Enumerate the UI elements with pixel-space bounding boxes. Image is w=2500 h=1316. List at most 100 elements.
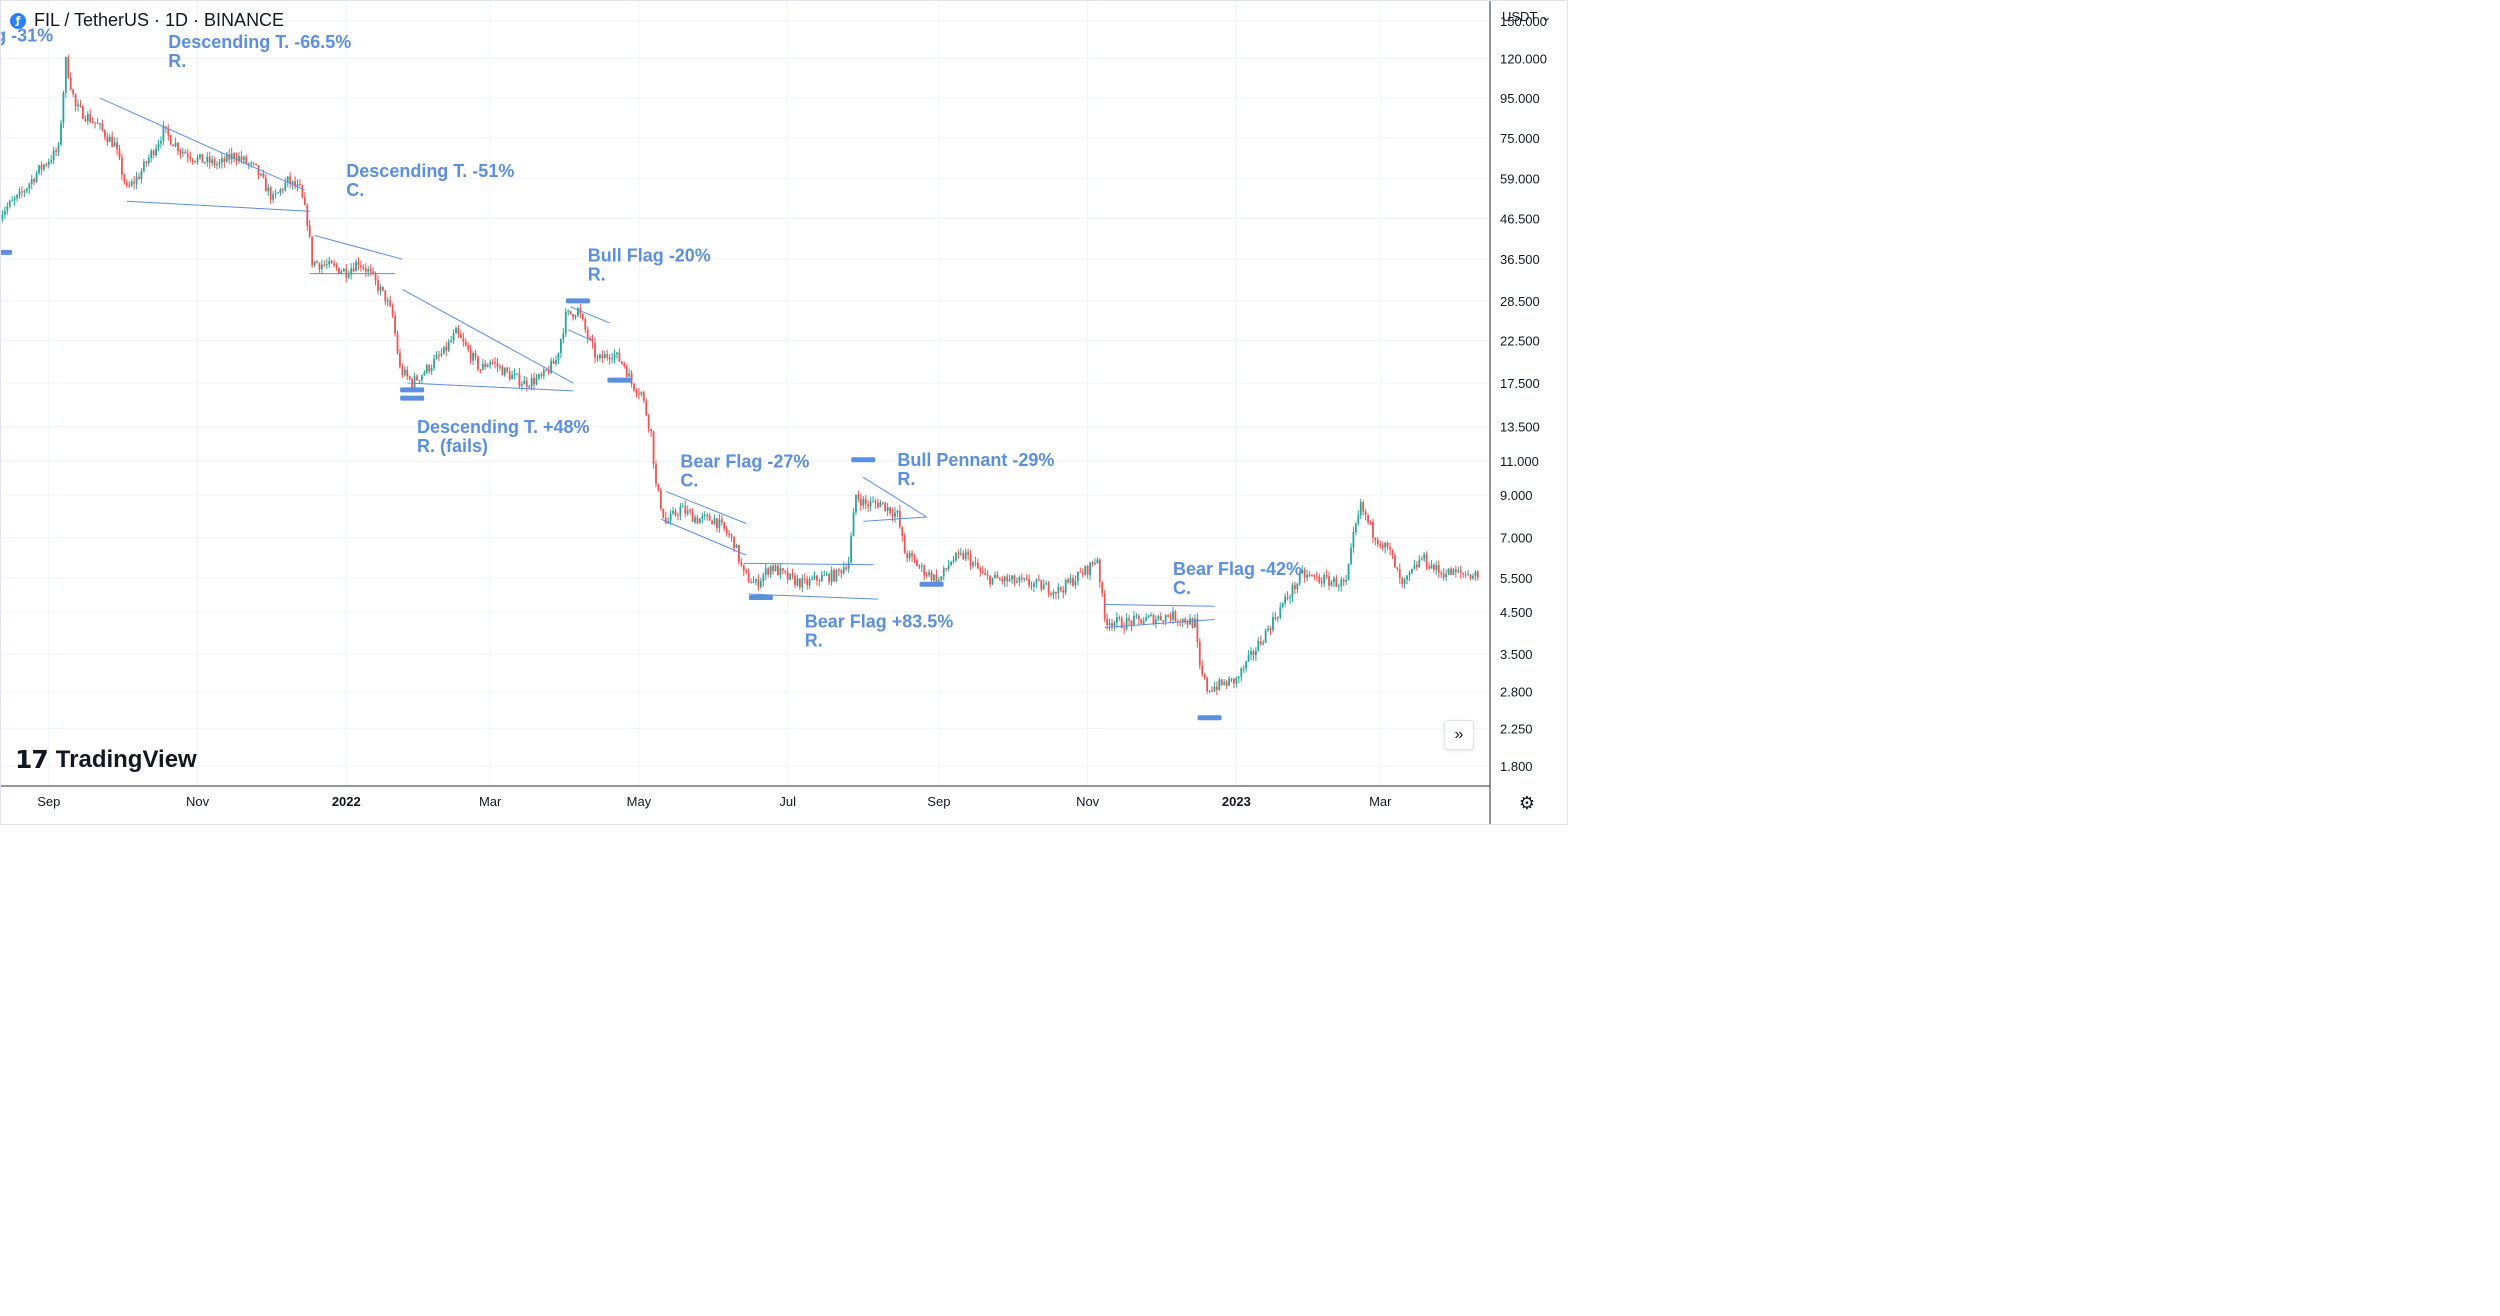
- candle-body: [1006, 576, 1009, 582]
- candle: [820, 570, 823, 582]
- currency-selector[interactable]: USDT ⌄: [1502, 9, 1552, 25]
- candle: [1025, 574, 1028, 581]
- symbol-header[interactable]: ƒ FIL / TetherUS · 1D · BINANCE: [10, 10, 284, 31]
- candle-body: [503, 367, 506, 376]
- candle-body: [13, 198, 16, 201]
- candle: [662, 508, 665, 519]
- candle-body: [1372, 522, 1374, 538]
- candle: [50, 155, 53, 165]
- candle: [1203, 673, 1206, 680]
- candle-body: [1335, 578, 1338, 587]
- candle: [472, 351, 474, 366]
- candlestick-chart[interactable]: g -31% Descending T. -66.5%R.Descending T…: [0, 0, 1568, 825]
- candle-body: [1406, 575, 1408, 580]
- candle-body: [1411, 568, 1413, 574]
- candle: [1442, 567, 1445, 581]
- candle: [881, 501, 884, 506]
- candle-body: [1016, 581, 1018, 583]
- candle: [1074, 575, 1077, 590]
- candle-body: [396, 333, 399, 353]
- candle-body: [450, 340, 453, 343]
- candle-body: [818, 580, 821, 582]
- candle-body: [642, 392, 645, 401]
- candle: [111, 131, 114, 148]
- candle: [625, 364, 628, 380]
- candle-body: [1233, 678, 1235, 684]
- candle: [747, 568, 750, 583]
- candle-body: [1259, 640, 1262, 645]
- candle: [655, 460, 657, 488]
- candle-body: [747, 572, 750, 583]
- candle-body: [674, 511, 677, 515]
- trendline: [1104, 603, 1215, 607]
- candle-body: [311, 236, 314, 266]
- candle-body: [1272, 616, 1274, 631]
- candle: [82, 104, 84, 120]
- candle: [1281, 602, 1284, 609]
- level-marker: [400, 387, 425, 393]
- candle-body: [913, 556, 916, 561]
- candle: [1045, 580, 1048, 585]
- candle-body: [111, 136, 114, 147]
- candle: [801, 574, 804, 593]
- candle: [1357, 510, 1360, 526]
- candle-body: [969, 554, 972, 567]
- candle: [1103, 589, 1106, 623]
- candle-body: [1393, 555, 1396, 568]
- pattern-label: Descending T. +48%: [417, 417, 590, 437]
- gear-icon[interactable]: ⚙: [1518, 792, 1536, 813]
- candle-body: [377, 280, 379, 291]
- candle: [694, 514, 696, 525]
- candle-body: [367, 269, 370, 272]
- candle: [542, 367, 545, 380]
- scroll-to-realtime-button[interactable]: »: [1444, 720, 1474, 750]
- candle-body: [313, 261, 316, 266]
- candle-body: [862, 499, 865, 506]
- candle-body: [555, 360, 557, 364]
- candle-body: [872, 501, 874, 503]
- candle: [477, 355, 479, 372]
- candle-body: [247, 163, 250, 165]
- candle-body: [1167, 615, 1170, 617]
- candle: [1016, 577, 1018, 584]
- candle: [1079, 567, 1082, 573]
- candle-body: [338, 267, 340, 274]
- candle-body: [713, 518, 716, 525]
- candle: [1347, 563, 1350, 581]
- candle: [420, 374, 423, 384]
- candle-body: [547, 370, 550, 374]
- candle: [706, 512, 709, 521]
- candle: [811, 575, 813, 581]
- candle: [57, 142, 60, 157]
- y-tick-label: 7.000: [1500, 530, 1533, 545]
- y-tick-label: 59.000: [1500, 171, 1540, 186]
- candle: [1198, 637, 1201, 670]
- candle: [452, 329, 455, 344]
- candle: [642, 390, 645, 404]
- candle: [1006, 573, 1009, 587]
- candle: [667, 517, 670, 525]
- candle-body: [379, 286, 382, 291]
- candle: [301, 184, 304, 199]
- candle: [972, 560, 974, 569]
- candle: [113, 137, 116, 147]
- trendline: [126, 200, 310, 212]
- candle: [460, 330, 462, 339]
- candle: [147, 154, 150, 167]
- candle-body: [140, 171, 143, 180]
- candle: [138, 173, 140, 180]
- candle-body: [1264, 630, 1267, 643]
- candle: [403, 366, 406, 377]
- candle: [723, 521, 726, 532]
- candle-body: [1357, 515, 1360, 524]
- candle-body: [352, 268, 355, 272]
- candle-body: [25, 188, 28, 192]
- candle-body: [952, 560, 955, 562]
- candle-body: [401, 366, 404, 375]
- candle: [72, 88, 75, 97]
- candle-body: [45, 164, 48, 166]
- candle: [564, 307, 567, 338]
- candle: [828, 572, 831, 585]
- candle-body: [1452, 569, 1455, 576]
- candle-body: [225, 153, 228, 162]
